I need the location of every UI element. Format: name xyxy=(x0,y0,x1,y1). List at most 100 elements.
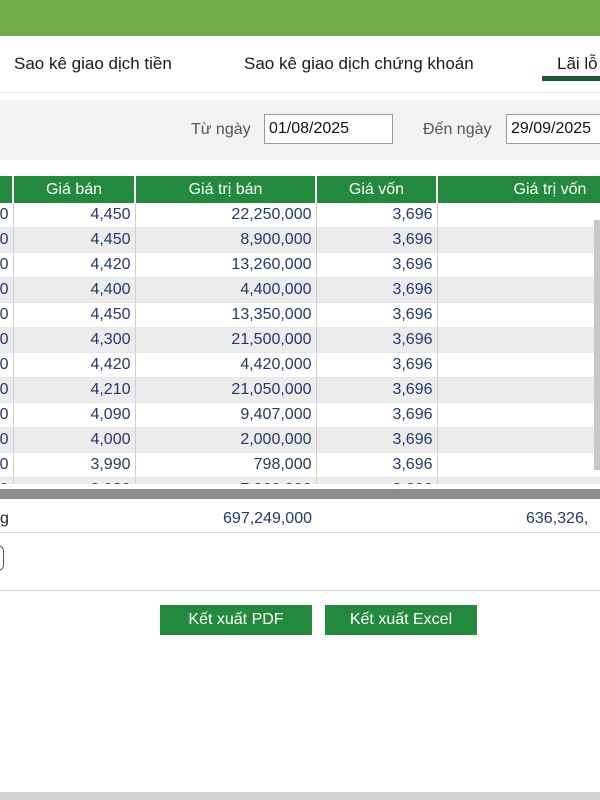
cost-price-cell: 3,696 xyxy=(316,377,438,403)
row-cell: 0 xyxy=(0,352,14,378)
cost-price-cell: 3,696 xyxy=(316,227,438,253)
sell-value-cell: 4,400,000 xyxy=(135,277,317,303)
column-header-cost-value[interactable]: Giá trị vốn xyxy=(437,176,600,203)
bottom-strip xyxy=(0,792,600,800)
from-date-input[interactable] xyxy=(264,114,393,144)
cost-price-cell: 3,696 xyxy=(316,427,438,453)
cost-value-cell: 11,087, xyxy=(437,252,600,278)
column-header-sell-price[interactable]: Giá bán xyxy=(13,176,136,203)
row-cell: 0 xyxy=(0,452,14,478)
cost-price-cell: 3,696 xyxy=(316,402,438,428)
cost-value-cell: 18,479, xyxy=(437,203,600,228)
sell-value-cell: 13,260,000 xyxy=(135,252,317,278)
column-header-cost-price[interactable]: Giá vốn xyxy=(316,176,438,203)
totals-label: g xyxy=(0,510,9,527)
row-cell: 0 xyxy=(0,327,14,353)
vertical-scrollbar[interactable] xyxy=(594,220,600,470)
sell-price-cell: 4,400 xyxy=(13,277,136,303)
cost-value-cell: 1,847, xyxy=(437,427,600,453)
sell-value-cell: 798,000 xyxy=(135,452,317,478)
column-header-sell-value[interactable]: Giá trị bán xyxy=(135,176,317,203)
row-cell: 0 xyxy=(0,277,14,303)
horizontal-scrollbar[interactable] xyxy=(0,489,600,499)
tab-bar: Sao kê giao dịch tiền Sao kê giao dịch c… xyxy=(0,36,600,93)
sell-price-cell: 4,000 xyxy=(13,427,136,453)
from-date-label: Từ ngày xyxy=(191,121,251,138)
cost-price-cell: 3,696 xyxy=(316,277,438,303)
sell-price-cell: 4,450 xyxy=(13,302,136,328)
sell-price-cell: 4,420 xyxy=(13,252,136,278)
active-tab-indicator xyxy=(542,76,600,81)
row-cell: 0 xyxy=(0,227,14,253)
row-cell: 0 xyxy=(0,252,14,278)
to-date-input[interactable] xyxy=(506,114,600,144)
sell-price-cell: 4,210 xyxy=(13,377,136,403)
sell-price-cell: 4,450 xyxy=(13,227,136,253)
row-cell: 0 xyxy=(0,203,14,228)
column-header[interactable] xyxy=(0,176,14,203)
cost-price-cell: 3,696 xyxy=(316,352,438,378)
sell-price-cell: 4,300 xyxy=(13,327,136,353)
sell-value-cell: 7,960,000 xyxy=(135,477,317,484)
export-pdf-button[interactable]: Kết xuất PDF xyxy=(160,605,312,635)
sell-price-cell: 4,420 xyxy=(13,352,136,378)
total-cost-value: 636,326, xyxy=(526,510,589,527)
sell-price-cell: 4,450 xyxy=(13,203,136,228)
sell-value-cell: 22,250,000 xyxy=(135,203,317,228)
totals-row: g 697,249,000 636,326, xyxy=(0,499,600,533)
to-date-label: Đến ngày xyxy=(423,121,492,138)
row-cell: 0 xyxy=(0,477,14,484)
cost-value-cell: 739, xyxy=(437,452,600,478)
sell-price-cell: 4,090 xyxy=(13,402,136,428)
date-filter-bar: Từ ngày Đến ngày xyxy=(0,100,600,160)
cost-value-cell: 3,695, xyxy=(437,352,600,378)
tab-securities-statement[interactable]: Sao kê giao dịch chứng khoán xyxy=(244,54,474,73)
cost-price-cell: 3,696 xyxy=(316,327,438,353)
pager-control[interactable] xyxy=(0,545,4,571)
sell-value-cell: 13,350,000 xyxy=(135,302,317,328)
row-cell: 0 xyxy=(0,402,14,428)
sell-price-cell: 3,980 xyxy=(13,477,136,484)
cost-price-cell: 3,696 xyxy=(316,252,438,278)
pager-area xyxy=(0,533,600,591)
sell-value-cell: 2,000,000 xyxy=(135,427,317,453)
tab-cash-statement[interactable]: Sao kê giao dịch tiền xyxy=(14,54,172,73)
profit-loss-table: Giá bán Giá trị bán Giá vốn Giá trị vốn … xyxy=(0,176,600,484)
cost-price-cell: 3,696 xyxy=(316,452,438,478)
sell-value-cell: 9,407,000 xyxy=(135,402,317,428)
sell-value-cell: 21,050,000 xyxy=(135,377,317,403)
sell-price-cell: 3,990 xyxy=(13,452,136,478)
cost-value-cell: 11,087, xyxy=(437,302,600,328)
cost-value-cell: 3,695, xyxy=(437,277,600,303)
cost-value-cell: 18,479, xyxy=(437,327,600,353)
export-excel-button[interactable]: Kết xuất Excel xyxy=(325,605,477,635)
cost-value-cell: 7,391, xyxy=(437,227,600,253)
top-bar xyxy=(0,0,600,36)
cost-value-cell: 8,500, xyxy=(437,402,600,428)
sell-value-cell: 21,500,000 xyxy=(135,327,317,353)
row-cell: 0 xyxy=(0,427,14,453)
cost-price-cell: 3,696 xyxy=(316,203,438,228)
cost-price-cell: 3,696 xyxy=(316,302,438,328)
profit-loss-table-viewport: Giá bán Giá trị bán Giá vốn Giá trị vốn … xyxy=(0,176,600,484)
cost-value-cell: 18,479, xyxy=(437,377,600,403)
sell-value-cell: 4,420,000 xyxy=(135,352,317,378)
row-cell: 0 xyxy=(0,302,14,328)
tab-profit-loss[interactable]: Lãi lỗ xyxy=(557,54,598,73)
cost-price-cell: 3,696 xyxy=(316,477,438,484)
row-cell: 0 xyxy=(0,377,14,403)
total-sell-value: 697,249,000 xyxy=(223,510,312,527)
table-body: 04,45022,250,0003,69618,479,04,4508,900,… xyxy=(0,203,600,484)
